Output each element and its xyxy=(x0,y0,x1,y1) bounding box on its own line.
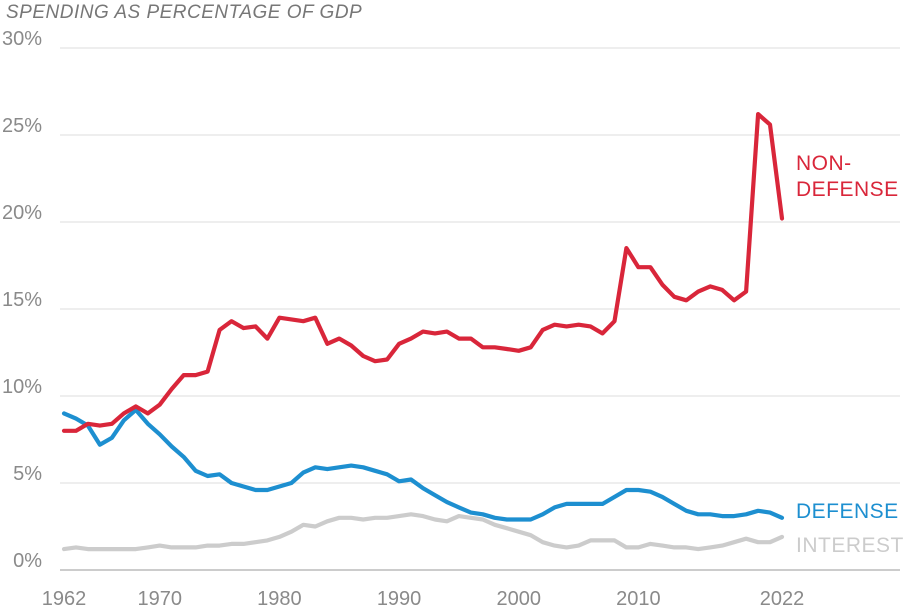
series-label-non-defense: NON-DEFENSE xyxy=(796,152,899,201)
series-line-interest xyxy=(61,512,785,552)
series-lines xyxy=(61,112,785,552)
y-tick-label: 25% xyxy=(2,115,42,137)
x-tick-label: 1970 xyxy=(137,588,182,608)
gridlines xyxy=(60,47,900,571)
series-label-interest: INTEREST xyxy=(796,534,904,557)
series-label-defense: DEFENSE xyxy=(796,500,899,523)
y-tick-label: 15% xyxy=(2,289,42,311)
y-tick-label: 0% xyxy=(13,550,42,572)
x-axis-ticks: 1962 1970 1980 1990 2000 2010 2022 xyxy=(42,588,805,608)
x-tick-label: 1962 xyxy=(42,588,87,608)
x-tick-label: 2022 xyxy=(760,588,805,608)
series-labels: NON-DEFENSE DEFENSE INTEREST xyxy=(796,152,904,557)
y-tick-label: 5% xyxy=(13,463,42,485)
x-tick-label: 2000 xyxy=(496,588,541,608)
x-tick-label: 1980 xyxy=(257,588,302,608)
x-tick-label: 1990 xyxy=(377,588,422,608)
y-tick-label: 30% xyxy=(2,28,42,50)
y-axis-ticks: 0% 5% 10% 15% 20% 25% 30% xyxy=(2,28,42,572)
x-tick-label: 2010 xyxy=(616,588,661,608)
chart-subtitle: SPENDING AS PERCENTAGE OF GDP xyxy=(6,2,362,23)
y-tick-label: 20% xyxy=(2,202,42,224)
series-line-defense xyxy=(61,407,785,522)
series-line-non-defense xyxy=(61,112,785,433)
y-tick-label: 10% xyxy=(2,376,42,398)
